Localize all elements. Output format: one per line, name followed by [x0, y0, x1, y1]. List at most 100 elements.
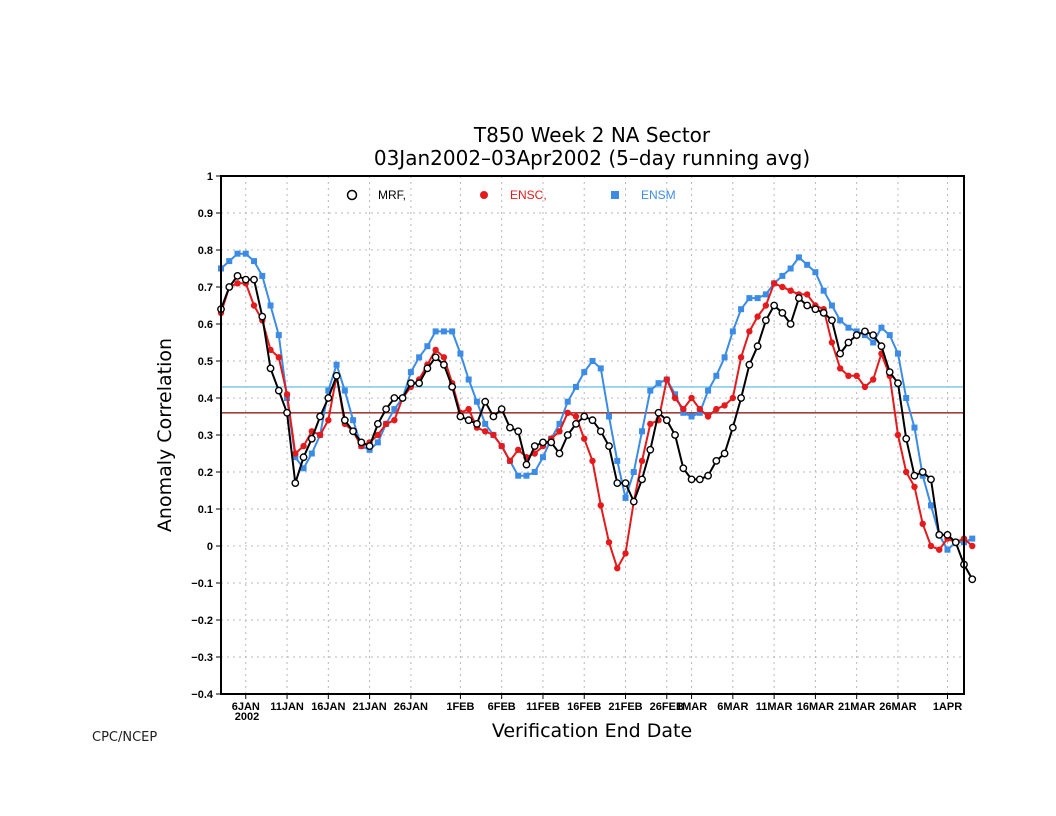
data-point-ensc	[845, 372, 852, 379]
data-point-ensc	[746, 328, 753, 335]
data-point-ensc	[836, 365, 844, 372]
data-point-ensm	[746, 295, 753, 302]
data-point-ensc	[680, 405, 687, 413]
data-point-ensc	[316, 431, 324, 439]
data-point-mrf	[679, 464, 688, 473]
data-point-ensm	[523, 472, 530, 479]
data-point-ensc	[969, 542, 976, 550]
data-point-mrf	[720, 449, 729, 458]
y-tick-label: 0.2	[198, 467, 213, 479]
data-point-ensc	[250, 302, 258, 309]
data-point-mrf	[349, 427, 357, 436]
data-point-ensc	[490, 431, 497, 439]
data-point-ensc	[605, 539, 613, 546]
data-point-mrf	[448, 382, 457, 391]
data-point-ensc	[903, 468, 910, 476]
data-point-mrf	[530, 442, 539, 450]
data-point-mrf	[761, 316, 770, 325]
chart-subtitle: 03Jan2002–03Apr2002 (5–day running avg)	[374, 146, 810, 170]
data-point-ensc	[506, 457, 514, 465]
data-point-mrf	[390, 394, 399, 402]
data-point-mrf	[415, 379, 424, 388]
data-point-ensc	[671, 394, 679, 402]
data-point-mrf	[704, 471, 712, 480]
data-point-ensm	[333, 361, 340, 368]
data-point-ensm	[762, 291, 769, 298]
data-point-ensm	[325, 387, 332, 394]
data-point-mrf	[225, 283, 234, 291]
data-point-ensc	[647, 420, 654, 428]
data-point-mrf	[968, 575, 977, 584]
legend-marker-ensm	[611, 191, 619, 199]
data-point-ensc	[581, 435, 588, 442]
data-point-ensm	[804, 261, 811, 268]
data-point-ensm	[259, 272, 266, 279]
data-point-ensm	[515, 472, 522, 479]
data-point-mrf	[918, 468, 927, 476]
data-point-mrf	[555, 449, 564, 458]
data-point-mrf	[852, 331, 861, 339]
data-point-ensm	[927, 502, 934, 509]
data-point-ensm	[639, 428, 646, 435]
legend-label-ensm: ENSM	[641, 188, 676, 202]
data-point-ensc	[267, 346, 274, 354]
x-tick-label: 11FEB	[526, 701, 560, 713]
legend: MRF, ENSC, ENSM	[346, 188, 676, 202]
data-point-ensc	[572, 413, 580, 420]
data-point-ensc	[704, 413, 712, 420]
data-point-mrf	[910, 471, 919, 480]
data-point-ensm	[416, 354, 423, 361]
data-point-mrf	[299, 453, 308, 462]
credit-label: CPC/NCEP	[92, 730, 157, 745]
data-point-mrf	[522, 460, 531, 469]
data-point-ensc	[374, 431, 382, 439]
data-point-mrf	[506, 423, 514, 432]
data-point-mrf	[316, 412, 324, 421]
data-point-mrf	[266, 364, 275, 373]
data-point-mrf	[828, 316, 836, 325]
data-point-ensc	[853, 372, 860, 379]
data-point-ensc	[737, 354, 745, 361]
data-point-ensc	[300, 442, 307, 450]
data-point-ensc	[787, 287, 794, 294]
legend-label-ensc: ENSC,	[510, 188, 547, 202]
data-point-mrf	[241, 275, 250, 284]
data-point-ensm	[457, 350, 464, 357]
data-point-ensm	[614, 457, 621, 464]
x-tick-label: 21JAN	[352, 701, 386, 713]
series-layer	[217, 250, 977, 584]
data-point-ensm	[350, 417, 357, 424]
data-point-ensc	[292, 450, 299, 457]
data-point-ensm	[837, 317, 844, 324]
x-axis-year-label: 2002	[235, 711, 259, 723]
data-point-mrf	[737, 394, 745, 402]
data-point-ensm	[300, 465, 307, 472]
data-point-mrf	[819, 308, 828, 317]
data-point-ensc	[803, 291, 811, 298]
data-point-mrf	[695, 475, 704, 484]
data-point-ensm	[787, 265, 794, 272]
data-point-mrf	[572, 419, 580, 428]
data-point-mrf	[786, 320, 795, 328]
data-point-mrf	[340, 416, 349, 425]
data-point-ensc	[283, 391, 291, 398]
data-point-mrf	[423, 364, 432, 373]
data-point-ensm	[680, 409, 687, 416]
data-point-ensm	[275, 332, 282, 339]
series-mrf	[217, 271, 977, 584]
data-point-mrf	[547, 438, 556, 447]
data-point-mrf	[943, 531, 952, 539]
data-point-ensc	[911, 483, 918, 490]
x-tick-label: 26FEB	[650, 701, 684, 713]
data-point-ensc	[614, 565, 621, 572]
data-point-ensm	[465, 376, 472, 383]
data-point-ensc	[465, 405, 472, 413]
data-point-ensm	[903, 395, 910, 401]
data-point-ensc	[927, 542, 935, 550]
data-point-mrf	[373, 419, 382, 428]
data-point-ensc	[729, 394, 737, 402]
x-tick-label: 26JAN	[394, 701, 428, 713]
y-tick-label: 0.4	[198, 393, 214, 405]
data-point-mrf	[935, 531, 944, 539]
